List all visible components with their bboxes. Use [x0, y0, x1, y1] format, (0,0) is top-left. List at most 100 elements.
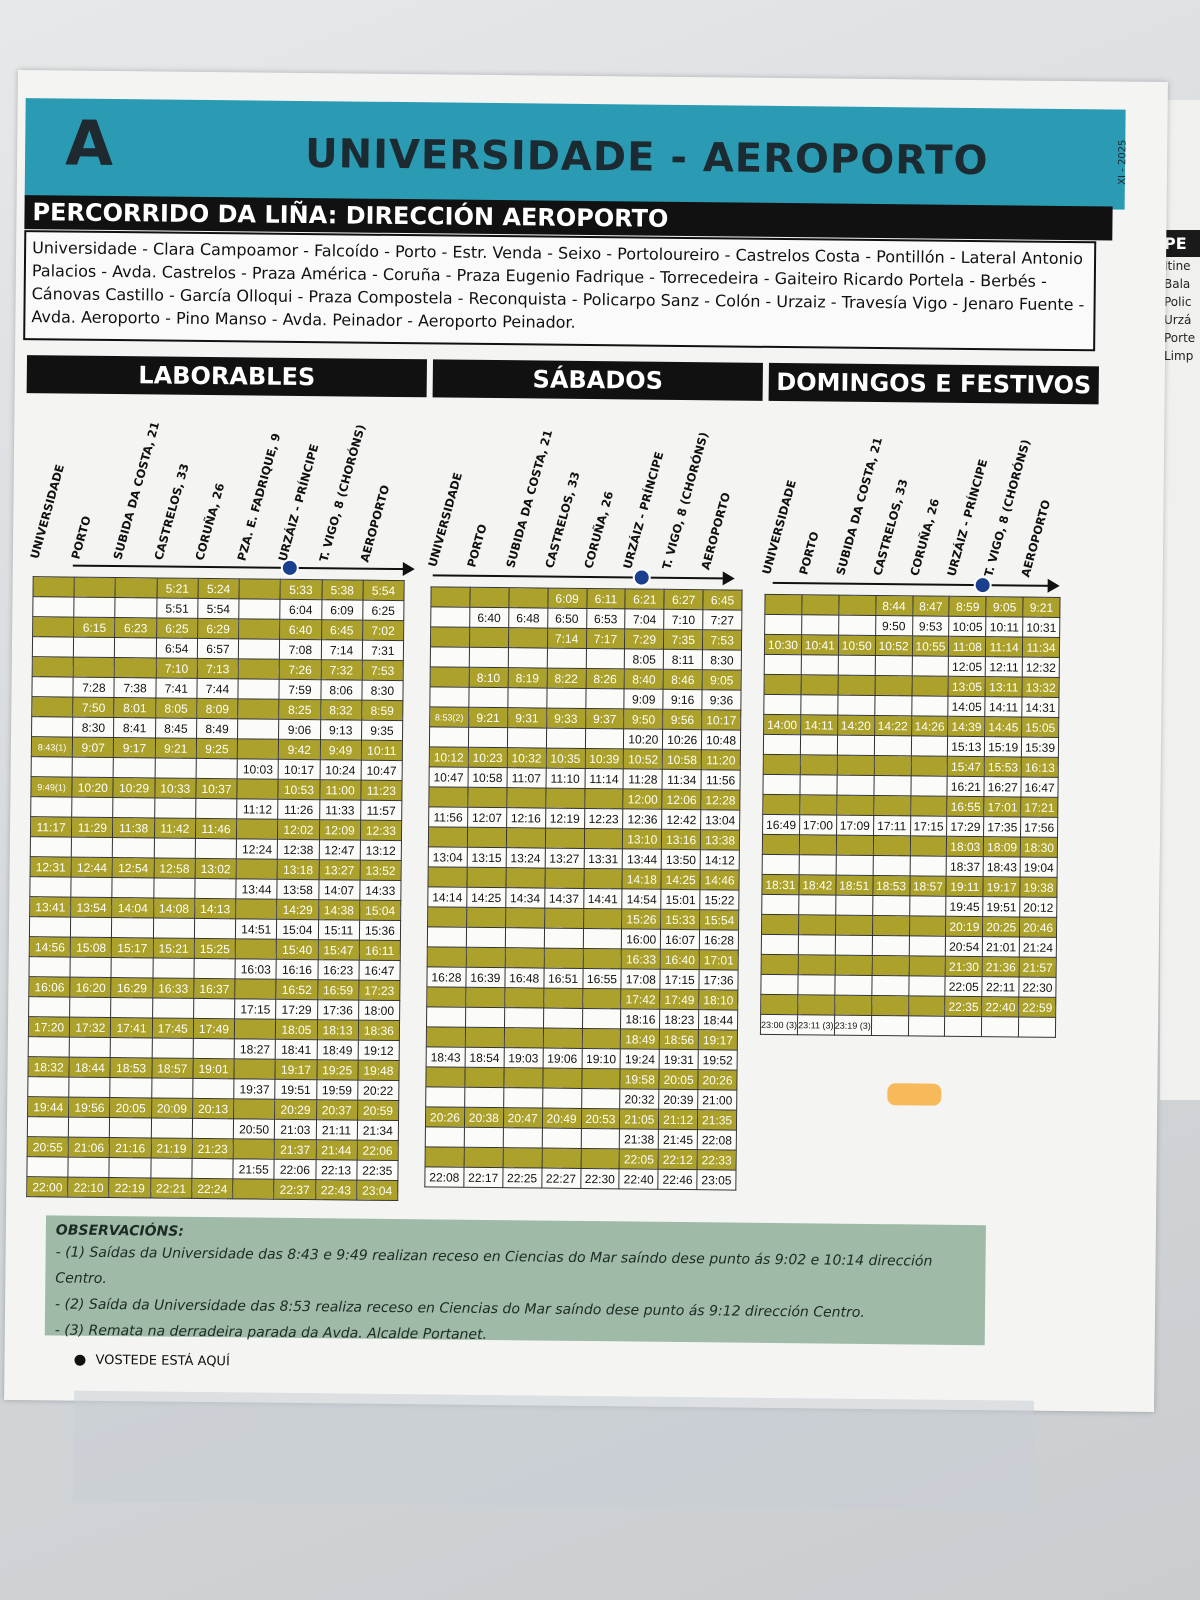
departure-time — [909, 895, 947, 917]
departure-time — [910, 755, 948, 777]
departure-time — [581, 1028, 621, 1049]
departure-time — [464, 1087, 504, 1108]
departure-time: 6:27 — [664, 589, 704, 610]
departure-time: 8:05 — [624, 648, 664, 670]
departure-time: 13:10 — [622, 828, 662, 850]
departure-time: 10:05 — [948, 616, 987, 637]
departure-time — [69, 997, 112, 1018]
departure-time: 7:04 — [625, 608, 665, 630]
departure-time: 17:08 — [621, 968, 661, 990]
departure-time: 22:05 — [619, 1148, 659, 1170]
departure-time — [872, 895, 910, 916]
departure-time: 15:19 — [984, 736, 1022, 758]
departure-time: 11:46 — [195, 818, 237, 839]
departure-time: 18:44 — [69, 1057, 111, 1078]
departure-time — [907, 1015, 946, 1037]
departure-time: 22:40 — [619, 1168, 659, 1190]
departure-time: 20:12 — [1019, 897, 1057, 918]
departure-time — [760, 994, 798, 1015]
departure-time — [152, 997, 194, 1019]
departure-time: 14:18 — [622, 868, 662, 890]
departure-time: 7:27 — [702, 609, 742, 631]
departure-time: 13:38 — [700, 829, 740, 851]
departure-time: 14:12 — [700, 849, 740, 871]
departure-time — [908, 975, 946, 997]
departure-time — [910, 775, 948, 797]
departure-time: 17:15 — [910, 815, 948, 837]
departure-time — [580, 1128, 620, 1149]
departure-time — [799, 794, 837, 816]
departure-time — [763, 734, 801, 755]
departure-time: 14:07 — [318, 879, 360, 901]
departure-time — [31, 716, 73, 738]
departure-time — [111, 997, 153, 1018]
departure-time: 10:52 — [623, 748, 663, 770]
departure-time — [154, 757, 197, 779]
departure-time: 10:47 — [360, 760, 403, 781]
departure-time: 15:47 — [947, 756, 985, 777]
departure-time: 17:56 — [1020, 817, 1058, 838]
departure-time: 14:37 — [544, 888, 584, 909]
departure-time: 11:08 — [948, 636, 986, 657]
departure-time — [837, 695, 875, 716]
departure-time — [238, 678, 280, 700]
departure-time: 10:35 — [545, 748, 585, 769]
departure-time: 10:20 — [72, 777, 114, 798]
departure-time: 7:28 — [73, 677, 115, 698]
departure-time: 17:36 — [317, 999, 359, 1021]
departure-time: 19:10 — [581, 1048, 621, 1069]
departure-time — [800, 754, 838, 776]
departure-time: 8:01 — [114, 697, 156, 718]
departure-time — [465, 1027, 505, 1048]
departure-time: 7:44 — [196, 678, 239, 699]
departure-time: 16:16 — [276, 959, 318, 980]
departure-time: 14:38 — [318, 899, 360, 921]
departure-time: 7:10 — [663, 609, 704, 630]
departure-time: 10:33 — [154, 777, 196, 799]
departure-time: 16:28 — [699, 929, 739, 951]
departure-time — [764, 614, 802, 635]
departure-time: 19:51 — [275, 1079, 317, 1100]
departure-time — [68, 1117, 110, 1138]
departure-time: 19:52 — [698, 1049, 738, 1071]
departure-time — [908, 915, 947, 937]
departure-time: 10:12 — [429, 746, 469, 768]
stop-header: T. VIGO, 8 (CHORÓNS) — [975, 428, 1033, 578]
departure-time — [32, 636, 74, 658]
departure-time: 6:25 — [156, 617, 198, 639]
departure-time — [541, 1128, 581, 1149]
departure-time: 13:50 — [661, 849, 701, 870]
section-weekday: LABORABLES — [26, 355, 427, 398]
departure-time: 18:36 — [358, 1020, 400, 1041]
departure-time: 22:08 — [424, 1166, 464, 1188]
departure-time — [68, 1157, 110, 1178]
departure-time: 19:17 — [275, 1059, 317, 1080]
departure-time — [544, 868, 584, 889]
departure-time: 20:55 — [27, 1136, 69, 1158]
departure-time: 20:54 — [945, 936, 983, 957]
departure-time — [152, 957, 195, 979]
departure-time: 17:01 — [699, 949, 739, 971]
departure-time: 22:40 — [981, 996, 1019, 1018]
departure-time — [194, 918, 236, 939]
departure-time — [542, 1068, 582, 1089]
adjacent-line: Polic — [1164, 295, 1192, 309]
departure-time: 6:23 — [114, 617, 157, 638]
line-header: A UNIVERSIDADE - AEROPORTO XI - 2025 — [24, 98, 1129, 210]
departure-time: 13:12 — [359, 840, 402, 861]
departure-time — [764, 674, 802, 695]
departure-time: 20:39 — [658, 1089, 698, 1110]
line-letter: A — [64, 106, 114, 180]
departure-time: 16:55 — [582, 968, 622, 989]
departure-time: 13:32 — [1022, 677, 1060, 698]
print-date: XI - 2025 — [1116, 139, 1129, 185]
departure-time — [71, 877, 113, 898]
departure-time — [430, 606, 470, 628]
departure-time — [32, 616, 74, 638]
departure-time — [799, 834, 837, 856]
stop-name: AEROPORTO — [698, 490, 734, 572]
departure-time — [468, 727, 508, 748]
departure-time — [585, 688, 625, 709]
departure-time: 21:38 — [619, 1128, 659, 1150]
departure-time — [508, 587, 548, 609]
